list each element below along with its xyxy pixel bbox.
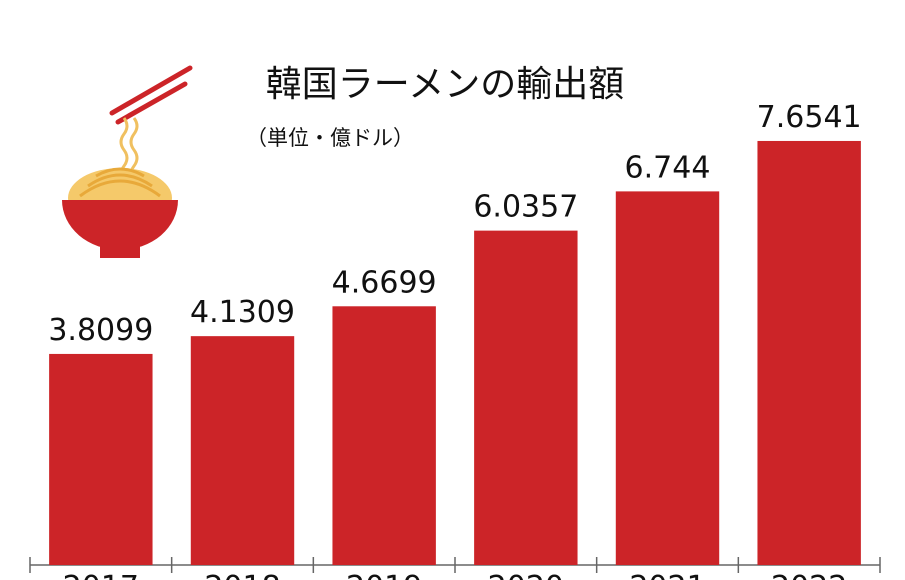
chopstick: [109, 65, 193, 116]
x-tick-label: 2018: [204, 570, 280, 580]
bowl-foot: [100, 246, 140, 258]
x-tick-label: 2021: [629, 570, 705, 580]
x-tick-label: 2020: [488, 570, 564, 580]
bar: [474, 230, 578, 565]
bowl: [62, 200, 178, 250]
value-label: 6.0357: [473, 190, 578, 225]
value-label: 7.6541: [757, 100, 862, 135]
value-label: 4.1309: [190, 295, 295, 330]
noodle-curls: [79, 167, 161, 198]
bar: [190, 336, 295, 565]
chart-title: 韓国ラーメンの輸出額: [266, 64, 625, 105]
x-tick-label: 2022: [771, 570, 847, 580]
value-label: 3.8099: [48, 313, 153, 348]
bar: [757, 140, 861, 565]
bar: [49, 353, 153, 565]
chopstick: [115, 81, 188, 125]
chart-subtitle: （単位・億ドル）: [246, 126, 414, 150]
bar: [615, 191, 720, 566]
x-tick-label: 2019: [346, 570, 422, 580]
bar: [332, 306, 436, 565]
value-label: 6.744: [625, 150, 711, 185]
noodle-icon: [62, 65, 193, 258]
value-label: 4.6699: [332, 265, 437, 300]
x-tick-label: 2017: [63, 570, 139, 580]
